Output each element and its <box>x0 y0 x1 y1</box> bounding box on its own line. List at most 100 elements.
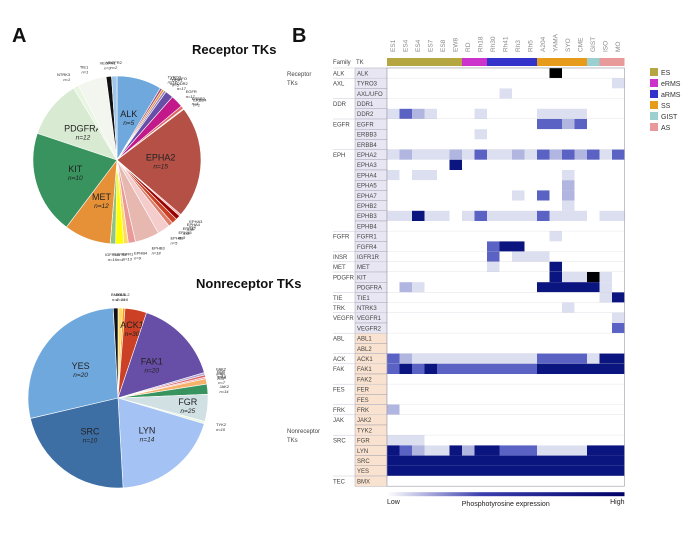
heatmap-cell <box>612 323 625 334</box>
heatmap-cell <box>574 333 587 344</box>
heatmap-cell <box>424 363 437 374</box>
heatmap-cell <box>512 129 525 140</box>
heatmap-cell <box>474 272 487 283</box>
heatmap-cell <box>549 149 562 160</box>
heatmap-cell <box>587 241 600 252</box>
heatmap-cell <box>499 374 512 385</box>
heatmap-cell <box>537 292 550 303</box>
heatmap-cell <box>474 180 487 191</box>
pie-count-epha4: n=8 <box>187 227 195 232</box>
heatmap-cell <box>399 241 412 252</box>
heatmap-cell <box>412 465 425 476</box>
heatmap-cell <box>424 282 437 293</box>
heatmap-cell <box>562 98 575 109</box>
family-label-ack: ACK <box>333 357 345 363</box>
heatmap-cell <box>587 445 600 456</box>
heatmap-cell <box>549 363 562 374</box>
heatmap-cell <box>437 272 450 283</box>
heatmap-cell <box>399 221 412 232</box>
heatmap-cell <box>562 200 575 211</box>
heatmap-cell <box>512 88 525 99</box>
heatmap-cell <box>524 414 537 425</box>
pie-count-fak1: n=20 <box>144 368 159 375</box>
heatmap-cell <box>399 353 412 364</box>
heatmap-cell <box>474 251 487 262</box>
heatmap-cell <box>462 476 475 487</box>
heatmap-cell <box>387 476 400 487</box>
family-header: Family <box>333 60 351 66</box>
heatmap-cell <box>399 272 412 283</box>
heatmap-cell <box>549 404 562 415</box>
heatmap-cell <box>412 108 425 119</box>
heatmap-cell <box>437 88 450 99</box>
heatmap-cell <box>549 445 562 456</box>
heatmap-cell <box>449 404 462 415</box>
heatmap-cell <box>612 374 625 385</box>
heatmap-cell <box>487 251 500 262</box>
heatmap-cell <box>424 414 437 425</box>
heatmap-cell <box>512 68 525 79</box>
heatmap-cell <box>499 108 512 119</box>
heatmap-cell <box>437 323 450 334</box>
pie-count-fes: n=1 <box>217 376 224 381</box>
heatmap-cell <box>549 435 562 446</box>
heatmap-cell <box>399 108 412 119</box>
heatmap-cell <box>599 282 612 293</box>
heatmap-cell <box>424 323 437 334</box>
heatmap-cell <box>499 465 512 476</box>
receptor-pie-title: Receptor TKs <box>192 42 277 57</box>
heatmap-cell <box>599 414 612 425</box>
heatmap-cell <box>512 384 525 395</box>
heatmap-cell <box>512 149 525 160</box>
heatmap-cell <box>612 414 625 425</box>
heatmap-cell <box>599 404 612 415</box>
heatmap-cell <box>449 363 462 374</box>
heatmap-cell <box>437 384 450 395</box>
heatmap-cell <box>612 231 625 242</box>
column-label-18: MO <box>615 42 622 52</box>
heatmap-cell <box>462 88 475 99</box>
heatmap-cell <box>512 272 525 283</box>
heatmap-cell <box>387 363 400 374</box>
family-label-src: SRC <box>333 439 346 445</box>
family-label-ddr: DDR <box>333 102 347 108</box>
group-bar-ss <box>537 58 587 66</box>
heatmap-cell <box>424 394 437 405</box>
heatmap-cell <box>387 119 400 130</box>
heatmap-cell <box>587 414 600 425</box>
heatmap-cell <box>487 88 500 99</box>
heatmap-cell <box>537 210 550 221</box>
heatmap-cell <box>612 384 625 395</box>
heatmap-cell <box>474 221 487 232</box>
heatmap-cell <box>462 414 475 425</box>
heatmap-cell <box>524 200 537 211</box>
heatmap-cell <box>587 476 600 487</box>
heatmap-cell <box>474 159 487 170</box>
pie-count-epha2: n=15 <box>153 163 168 170</box>
heatmap-cell <box>474 282 487 293</box>
heatmap-cell <box>449 333 462 344</box>
heatmap-cell <box>449 272 462 283</box>
heatmap-cell <box>387 272 400 283</box>
pie-label-ntrk3: NTRK3 <box>57 72 71 77</box>
heatmap-cell <box>387 312 400 323</box>
heatmap-cell <box>487 119 500 130</box>
heatmap-cell <box>412 333 425 344</box>
heatmap-cell <box>399 170 412 181</box>
heatmap-cell <box>487 261 500 272</box>
heatmap-cell <box>574 465 587 476</box>
tk-label-tyro3: TYRO3 <box>357 82 378 88</box>
pie-count-tyk2: n=10 <box>216 427 226 432</box>
heatmap-cell <box>537 261 550 272</box>
heatmap-cell <box>449 435 462 446</box>
heatmap-cell <box>562 435 575 446</box>
pie-count-epha5: n=3 <box>178 235 186 240</box>
heatmap-cell <box>612 170 625 181</box>
heatmap-cell <box>537 282 550 293</box>
heatmap-cell <box>474 302 487 313</box>
heatmap-cell <box>399 180 412 191</box>
heatmap-cell <box>524 149 537 160</box>
heatmap-cell <box>412 343 425 354</box>
pie-label-src: SRC <box>80 426 100 436</box>
panel-a-letter: A <box>12 25 26 47</box>
